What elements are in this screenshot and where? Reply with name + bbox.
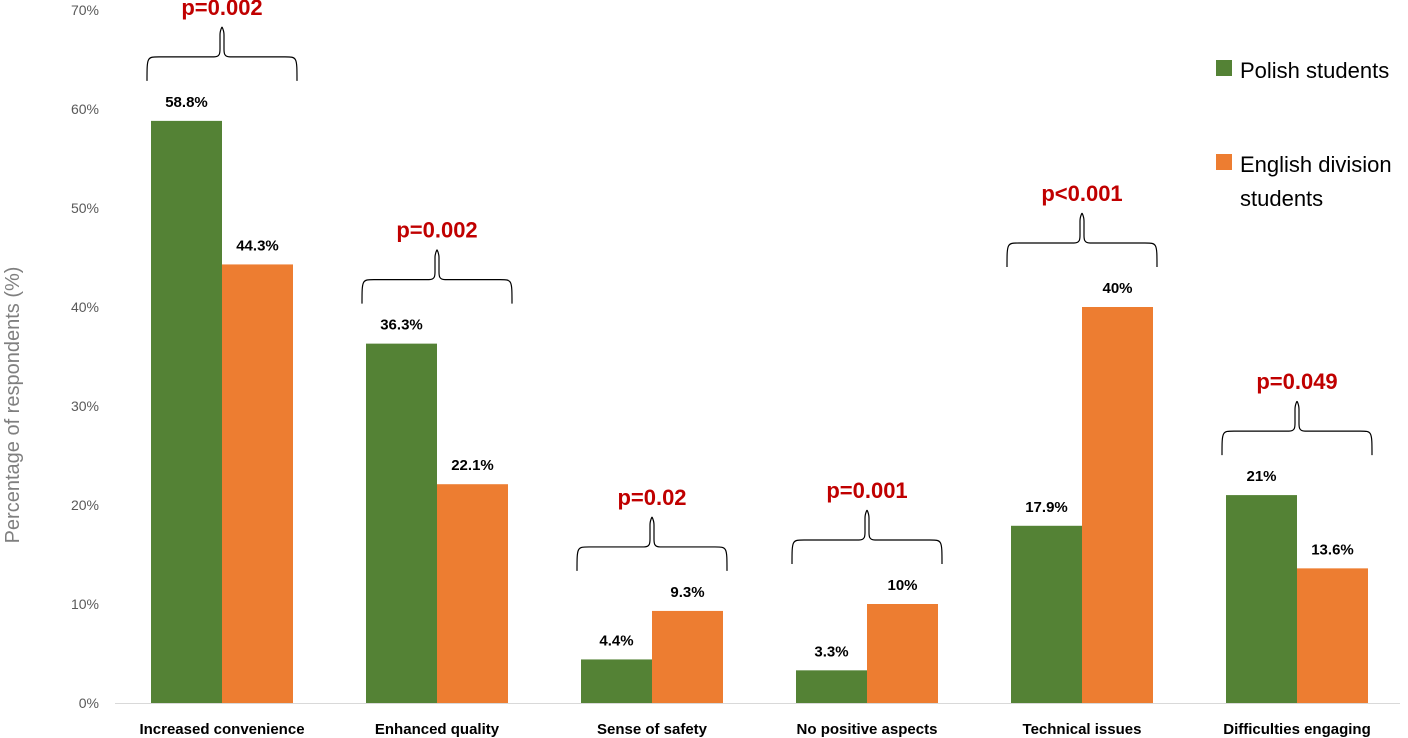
legend-label-english: English division students xyxy=(1240,152,1392,211)
category-label: No positive aspects xyxy=(797,721,938,738)
significance-brace xyxy=(576,516,728,571)
y-tick-label: 0% xyxy=(79,695,99,711)
data-label: 36.3% xyxy=(380,317,423,334)
y-tick-label: 20% xyxy=(71,497,99,513)
bar-polish-4 xyxy=(1011,525,1082,703)
p-value-label: p<0.001 xyxy=(1041,181,1122,206)
data-labels: 58.8% 44.3% 36.3% 22.1% 4.4% 9.3% 3.3% 10% 17.9%… xyxy=(165,94,1354,660)
y-axis-title: Percentage of respondents (%) xyxy=(2,267,24,544)
category-label: Enhanced quality xyxy=(375,721,500,738)
y-tick-label: 40% xyxy=(71,299,99,315)
legend-label-polish: Polish students xyxy=(1240,58,1389,83)
bar-polish-0 xyxy=(151,120,222,703)
significance-brace xyxy=(146,26,298,81)
legend-swatch-polish xyxy=(1216,60,1232,76)
category-label: Difficulties engaging xyxy=(1223,721,1371,738)
legend: Polish students English division students xyxy=(1216,58,1392,211)
bar-english-2 xyxy=(652,610,723,703)
y-axis: 0% 10% 20% 30% 40% 50% 60% 70% xyxy=(71,2,99,711)
bars xyxy=(151,120,1368,703)
y-tick-label: 30% xyxy=(71,398,99,414)
category-label: Technical issues xyxy=(1023,721,1142,738)
p-value-label: p=0.002 xyxy=(181,0,262,20)
category-label: Increased convenience xyxy=(139,721,304,738)
significance-annotations: p=0.002 p=0.002 p=0.02 p=0.001 p<0.001 p=0.04… xyxy=(146,0,1373,571)
y-tick-label: 10% xyxy=(71,596,99,612)
bar-polish-1 xyxy=(366,343,437,703)
bar-polish-5 xyxy=(1226,495,1297,703)
data-label: 22.1% xyxy=(451,457,494,474)
bar-english-5 xyxy=(1297,568,1368,703)
bar-english-4 xyxy=(1082,307,1153,703)
bar-english-0 xyxy=(222,264,293,703)
significance-brace xyxy=(1006,212,1158,268)
data-label: 17.9% xyxy=(1025,499,1068,516)
y-tick-label: 70% xyxy=(71,2,99,18)
x-axis: Increased convenience Enhanced quality Sen… xyxy=(115,703,1400,738)
p-value-label: p=0.049 xyxy=(1256,369,1337,394)
p-value-label: p=0.001 xyxy=(826,478,907,503)
bar-polish-3 xyxy=(796,670,867,703)
data-label: 21% xyxy=(1246,468,1276,485)
p-value-label: p=0.02 xyxy=(617,485,686,510)
data-label: 3.3% xyxy=(814,643,848,660)
y-tick-label: 60% xyxy=(71,101,99,117)
data-label: 58.8% xyxy=(165,94,208,111)
data-label: 44.3% xyxy=(236,237,279,254)
significance-brace xyxy=(1221,400,1373,456)
category-label: Sense of safety xyxy=(597,721,708,738)
bar-english-1 xyxy=(437,484,508,703)
data-label: 13.6% xyxy=(1311,541,1354,558)
significance-brace xyxy=(791,509,943,565)
data-label: 9.3% xyxy=(670,584,704,601)
p-value-label: p=0.002 xyxy=(396,218,477,243)
bar-polish-2 xyxy=(581,659,652,703)
data-label: 10% xyxy=(887,577,917,594)
y-tick-label: 50% xyxy=(71,200,99,216)
data-label: 40% xyxy=(1102,280,1132,297)
data-label: 4.4% xyxy=(599,632,633,649)
significance-brace xyxy=(361,249,513,304)
legend-swatch-english xyxy=(1216,154,1232,170)
bar-english-3 xyxy=(867,604,938,703)
